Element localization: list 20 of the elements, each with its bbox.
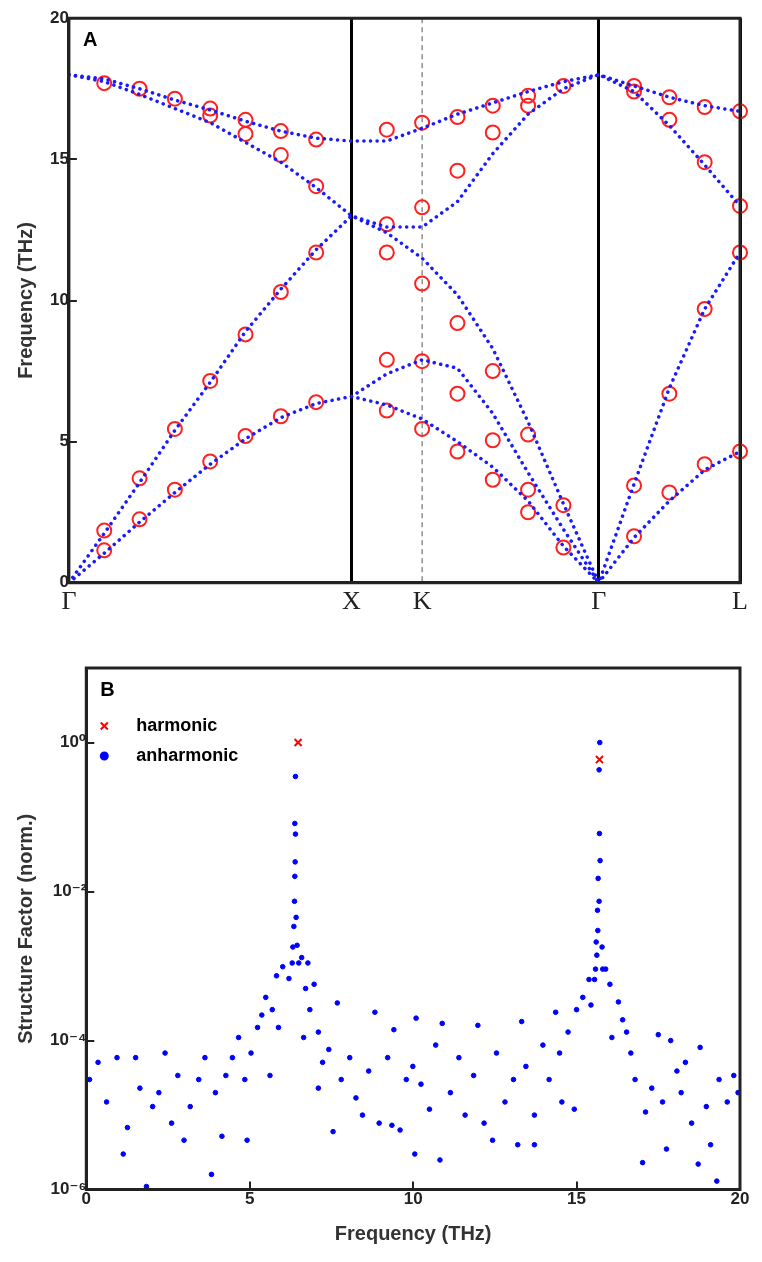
y-tick-label: 20	[49, 7, 69, 27]
x-tick-label: 15	[567, 1189, 587, 1209]
y-tick-label: 10⁻⁴	[49, 1030, 87, 1050]
chart-title: B	[100, 677, 115, 700]
x-tick-label: 5	[244, 1189, 255, 1209]
y-axis-title: Structure Factor (norm.)	[13, 813, 36, 1044]
x-tick-label: Γ	[61, 586, 77, 616]
x-axis-title: Frequency (THz)	[334, 1221, 492, 1244]
legend-label: anharmonic	[136, 744, 239, 765]
x-tick-label: X	[342, 586, 362, 616]
x-tick-label: 20	[730, 1189, 750, 1209]
x-tick-label: Γ	[591, 586, 607, 616]
y-tick-label: 10⁻²	[52, 881, 87, 901]
y-tick-label: 10⁰	[59, 732, 87, 752]
text: A	[82, 27, 98, 50]
x-tick-label: L	[732, 586, 748, 616]
x-tick-label: 10	[403, 1189, 423, 1209]
y-axis-title: Frequency (THz)	[13, 222, 36, 379]
x-tick-label: K	[412, 586, 432, 616]
legend-label: harmonic	[136, 714, 218, 735]
